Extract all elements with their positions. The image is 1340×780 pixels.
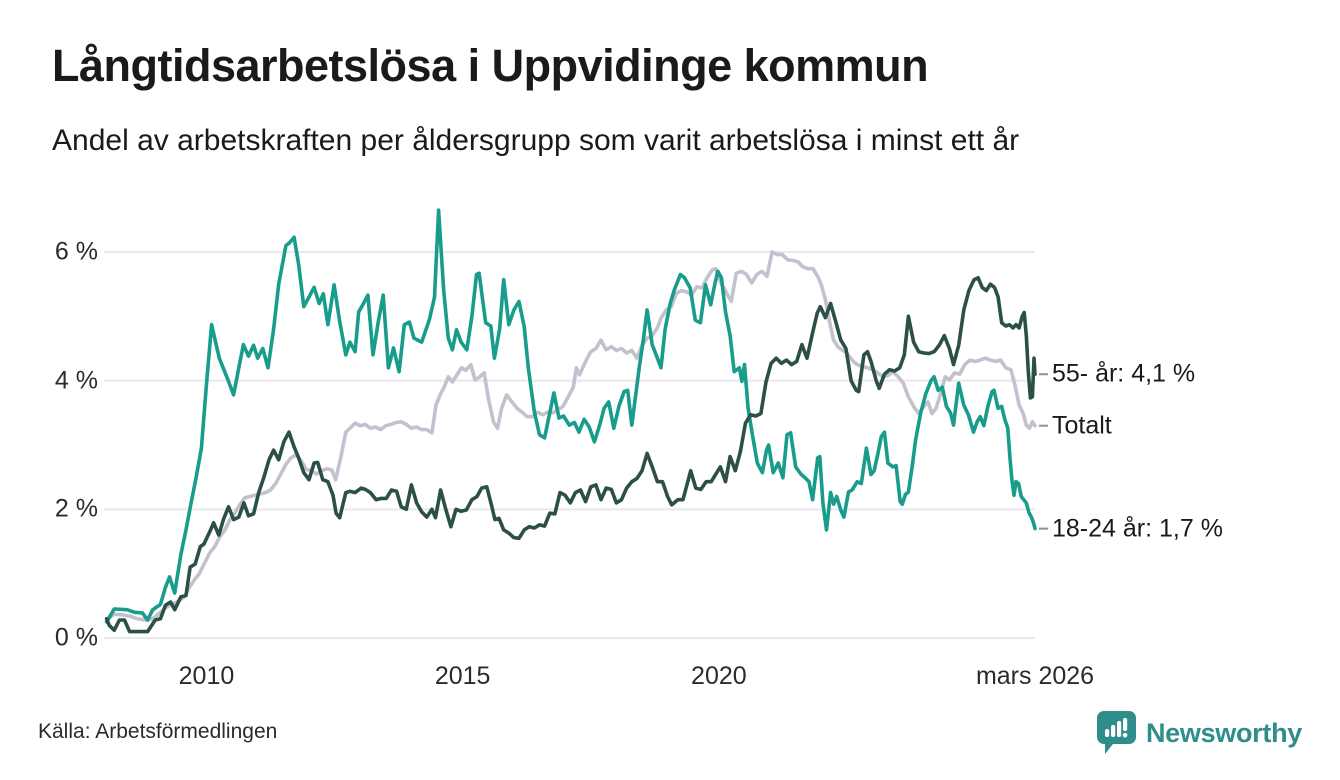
brand-name: Newsworthy: [1145, 717, 1302, 748]
y-tick-label: 2 %: [54, 494, 98, 523]
x-tick-label: 2010: [178, 662, 235, 690]
x-tick-label: 2015: [434, 662, 491, 690]
page-subtitle: Andel av arbetskraften per åldersgrupp s…: [52, 124, 1020, 157]
page-title: Långtidsarbetslösa i Uppvidinge kommun: [52, 40, 929, 91]
series-end-label-totalt: Totalt: [1052, 411, 1112, 440]
series-line-55-r: [104, 275, 1037, 634]
series-line-18-24-r: [104, 208, 1037, 624]
y-tick-label: 4 %: [54, 366, 98, 395]
series-end-label-55-r: 55- år: 4,1 %: [1052, 359, 1196, 388]
source-note: Källa: Arbetsförmedlingen: [38, 720, 278, 743]
series-end-label-18-24-r: 18-24 år: 1,7 %: [1052, 514, 1223, 543]
brand-logo: Newsworthy: [1096, 710, 1302, 756]
x-tick-label: 2020: [691, 662, 747, 690]
speech-bubble-bar-chart-icon: [1096, 710, 1137, 756]
series-line-totalt: [104, 250, 1037, 622]
x-tick-label: mars 2026: [975, 662, 1095, 690]
y-tick-label: 6 %: [54, 237, 98, 266]
y-tick-label: 0 %: [54, 623, 98, 652]
